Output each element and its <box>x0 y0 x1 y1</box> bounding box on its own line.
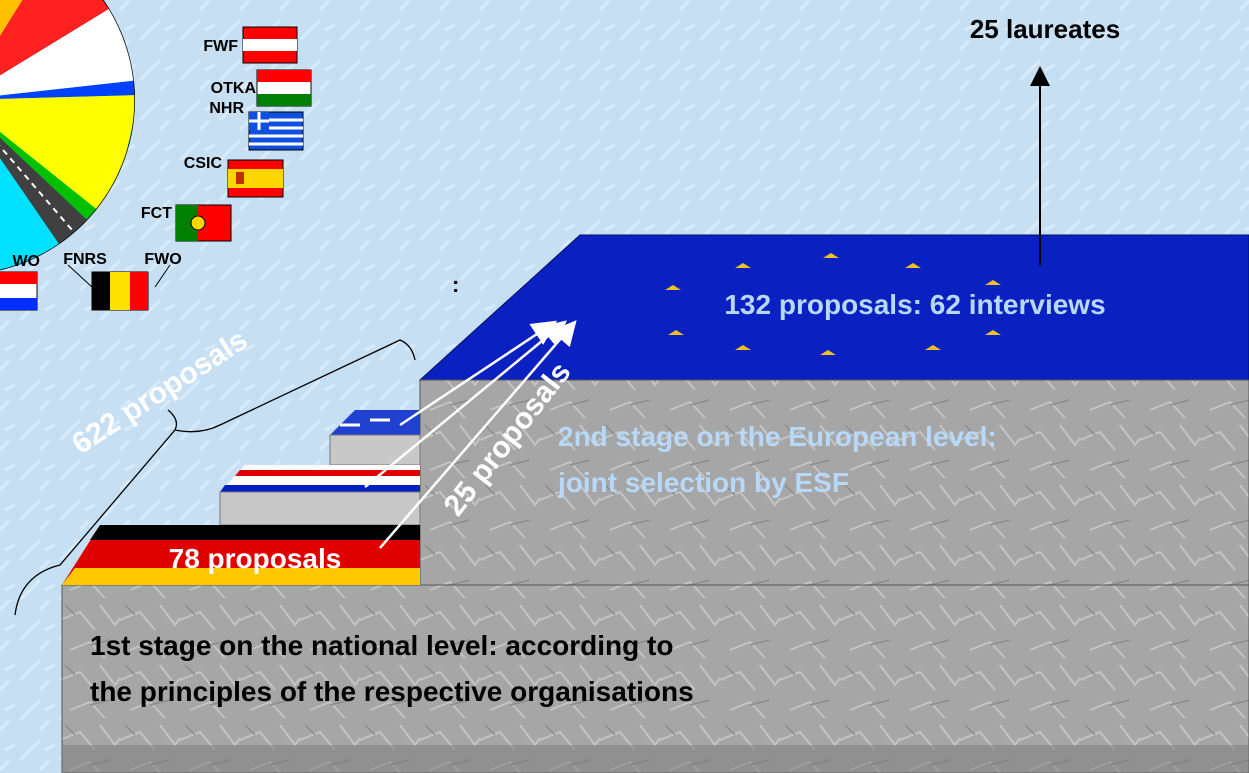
slide: 25 laureates FWF OTKA NHR CSIC FCT WO FN… <box>0 0 1249 773</box>
org-label: NHR <box>209 100 244 117</box>
european-proposals: 132 proposals: 62 interviews <box>724 289 1105 320</box>
org-label: FWO <box>144 251 181 268</box>
european-line: 2nd stage on the European level: <box>558 421 997 452</box>
colon: : <box>452 272 459 297</box>
org-label: FNRS <box>63 251 107 268</box>
german-proposals: 78 proposals <box>169 543 342 574</box>
org-label: CSIC <box>184 155 223 172</box>
org-label: FCT <box>141 205 172 222</box>
european-line: joint selection by ESF <box>557 467 849 498</box>
page: {"top": {"result": "25 laureates"}, "org… <box>0 0 1249 773</box>
org-label: FWF <box>203 38 238 55</box>
national-line: 1st stage on the national level: accordi… <box>90 630 673 661</box>
national-line: the principles of the respective organis… <box>90 676 694 707</box>
org-label: OTKA <box>211 80 257 97</box>
org-label: WO <box>12 253 40 270</box>
laureates: 25 laureates <box>970 14 1120 44</box>
